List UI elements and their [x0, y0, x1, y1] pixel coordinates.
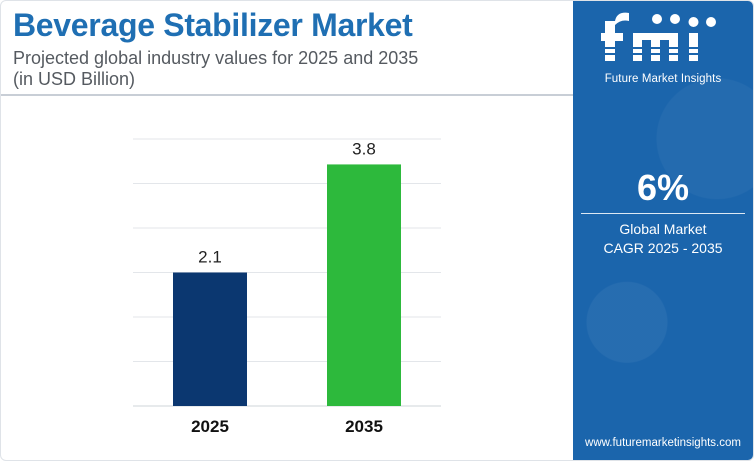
subtitle-line-2: (in USD Billion) [13, 69, 136, 89]
cagr-divider [581, 213, 745, 214]
x-tick-label-2035: 2035 [345, 417, 383, 436]
chart-subtitle: Projected global industry values for 202… [13, 48, 418, 90]
brand-name: Future Market Insights [604, 73, 722, 85]
chart-title: Beverage Stabilizer Market [13, 7, 413, 43]
fmi-logo-icon [601, 12, 716, 61]
bar-2035 [327, 164, 401, 406]
cagr-label: Global Market CAGR 2025 - 2035 [573, 220, 753, 258]
sidebar-panel: Future Market Insights 6% Global Market … [573, 1, 753, 460]
cagr-label-line-1: Global Market [619, 221, 707, 237]
subtitle-line-1: Projected global industry values for 202… [13, 48, 419, 68]
data-label-2025: 2.1 [198, 248, 222, 267]
data-label-2035: 3.8 [352, 139, 376, 158]
website-link[interactable]: www.futuremarketinsights.com [585, 437, 741, 449]
header-divider [1, 94, 573, 96]
bar-2025 [173, 272, 247, 406]
cagr-label-line-2: CAGR 2025 - 2035 [603, 240, 723, 256]
bar-chart: 2.1 2025 3.8 2035 [133, 138, 441, 436]
x-tick-label-2025: 2025 [191, 417, 229, 436]
cagr-value: 6% [636, 167, 690, 208]
